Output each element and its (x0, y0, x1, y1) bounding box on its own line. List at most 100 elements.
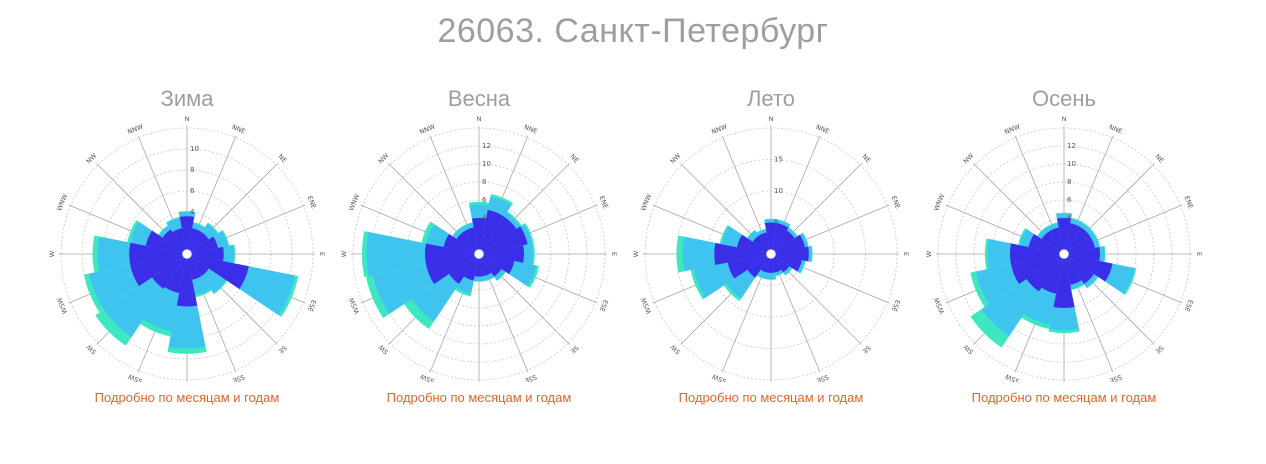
wind-rose-winter: NNNENEENEEESESESSESSSWSWWSWWWNWNWNNW4681… (48, 115, 326, 382)
wind-wedge (366, 232, 479, 276)
wind-wedge (479, 226, 528, 254)
direction-label: NE (860, 153, 872, 165)
wind-wedge (187, 254, 209, 276)
wind-wedge (479, 254, 492, 277)
radial-tick-label: 2 (482, 232, 486, 240)
wind-wedge (1041, 254, 1064, 294)
direction-label: SE (277, 344, 288, 355)
direction-label: SSE (231, 373, 245, 382)
wind-wedge (479, 245, 525, 263)
wind-wedge (425, 243, 479, 265)
wind-wedge (1064, 254, 1113, 282)
direction-label: SE (569, 344, 580, 355)
wind-wedge (1049, 227, 1064, 254)
direction-label: W (48, 250, 56, 257)
chart-title-spring: Весна (447, 86, 511, 111)
panel-autumn: Осень NNNENEENEEESESESSESSSWSWWSWWWNWNWN… (914, 82, 1214, 422)
wind-rose-summer: NNNENEENEEESESESSESSSWSWWSWWWNWNWNNW5101… (632, 115, 910, 382)
wind-wedge (176, 254, 198, 307)
direction-label: SW (669, 342, 683, 356)
radial-tick-label: 10 (482, 160, 491, 168)
wind-wedge (767, 254, 775, 273)
direction-label: W (632, 250, 640, 257)
wind-wedge (449, 254, 479, 284)
wind-wedge (426, 254, 479, 284)
direction-label: NNW (418, 122, 437, 136)
direction-label: ENE (306, 195, 318, 210)
panel-winter: Зима NNNENEENEEESESESSESSSWSWWSWWWNWNWNN… (37, 82, 337, 422)
chart-title-autumn: Осень (1032, 86, 1096, 111)
details-link-summer[interactable]: Подробно по месяцам и годам (678, 390, 864, 405)
wind-wedge (187, 232, 209, 254)
panel-spring: Весна NNNENEENEEESESESSESSSWSWWSWWWNWNWN… (329, 82, 629, 422)
direction-label: E (902, 252, 910, 256)
direction-label: ENE (1183, 195, 1195, 210)
radial-tick-label: 6 (482, 196, 487, 204)
radial-tick-label: 2 (1067, 232, 1071, 240)
wind-wedge (760, 254, 771, 273)
direction-label: E (318, 252, 326, 256)
wind-wedge (464, 254, 479, 281)
wind-wedge (187, 236, 218, 254)
wind-wedge (130, 254, 187, 287)
wind-wedge (737, 234, 771, 254)
direction-label: NNW (710, 122, 729, 136)
chart-title-summer: Лето (746, 86, 795, 111)
direction-label: WSW (55, 296, 69, 315)
wind-wedge (727, 254, 771, 279)
center-hub (474, 249, 484, 259)
direction-label: SSE (523, 373, 537, 382)
center-hub (182, 249, 192, 259)
radial-tick-label: 8 (1067, 178, 1071, 186)
direction-label: W (340, 250, 348, 257)
direction-label: SSE (1108, 373, 1122, 382)
wind-wedge (771, 254, 790, 273)
wind-wedge (172, 228, 187, 254)
direction-label: E (1195, 252, 1203, 256)
direction-label: WNW (55, 192, 69, 212)
wind-wedge (187, 246, 224, 262)
direction-label: NE (276, 153, 288, 165)
radial-tick-label: 8 (190, 166, 194, 174)
wind-wedge (1053, 254, 1075, 308)
direction-label: N (185, 115, 190, 123)
direction-label: WSW (932, 296, 946, 315)
direction-label: NW (85, 151, 99, 165)
direction-label: N (477, 115, 482, 123)
details-link-spring[interactable]: Подробно по месяцам и годам (386, 390, 572, 405)
wind-wedge (1064, 254, 1082, 285)
radial-tick-label: 12 (482, 142, 491, 150)
direction-label: WSW (639, 296, 653, 315)
wind-wedge (1056, 217, 1072, 254)
wind-wedge (187, 254, 249, 289)
center-hub (766, 249, 776, 259)
radial-tick-label: 5 (774, 219, 778, 227)
direction-label: ESE (1183, 298, 1195, 312)
wind-wedge (187, 254, 202, 280)
radial-tick-label: 6 (1067, 196, 1072, 204)
wind-wedge (179, 216, 195, 254)
wind-wedge (1010, 243, 1064, 265)
direction-label: NNW (1003, 122, 1022, 136)
wind-wedge (752, 235, 771, 254)
direction-label: E (610, 252, 618, 256)
direction-label: NW (377, 151, 391, 165)
wind-wedge (1028, 234, 1064, 254)
direction-label: WNW (639, 192, 653, 212)
direction-label: ENE (598, 195, 610, 210)
direction-label: NNE (231, 123, 247, 136)
direction-label: SSE (815, 373, 829, 382)
direction-label: W (925, 250, 933, 257)
wind-wedge (771, 230, 795, 254)
details-link-autumn[interactable]: Подробно по месяцам и годам (971, 390, 1157, 405)
radial-tick-label: 4 (190, 208, 195, 216)
direction-label: N (769, 115, 774, 123)
wind-rose-autumn: NNNENEENEEESESESSESSSWSWWSWWWNWNWNNW2468… (925, 115, 1203, 382)
radial-tick-label: 15 (774, 156, 783, 164)
radial-tick-label: 4 (482, 214, 487, 222)
center-hub (1059, 249, 1069, 259)
wind-wedge (129, 242, 187, 266)
direction-label: SSW (711, 372, 728, 382)
direction-label: SW (85, 342, 99, 356)
details-link-winter[interactable]: Подробно по месяцам и годам (94, 390, 280, 405)
